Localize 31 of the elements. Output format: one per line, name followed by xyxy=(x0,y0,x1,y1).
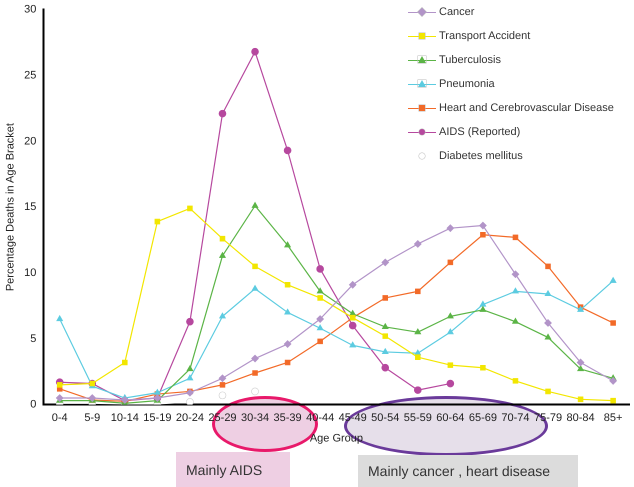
x-tick-label: 85+ xyxy=(604,412,622,424)
y-tick-label: 10 xyxy=(24,266,36,279)
x-tick-label: 55-59 xyxy=(404,412,432,424)
legend-label: Cancer xyxy=(439,6,474,18)
x-tick-label: 80-84 xyxy=(566,412,595,424)
legend-label: Transport Accident xyxy=(439,30,530,42)
text: Mainly AIDS xyxy=(186,462,262,478)
y-axis-title: Percentage Deaths in Age Bracket xyxy=(4,123,17,292)
x-tick-label: 60-64 xyxy=(436,412,464,424)
y-tick-label: 30 xyxy=(24,4,36,16)
y-tick-label: 0 xyxy=(30,398,36,411)
y-tick-label: 15 xyxy=(24,201,36,214)
legend-label: Pneumonia xyxy=(439,78,495,90)
y-tick-label: 25 xyxy=(24,69,36,82)
x-tick-label: 5-9 xyxy=(84,412,100,424)
y-tick-label: 5 xyxy=(30,332,36,345)
x-tick-label: 15-19 xyxy=(143,412,172,424)
legend-label: Diabetes mellitus xyxy=(439,150,523,162)
x-tick-label: 0-4 xyxy=(52,412,68,424)
x-tick-label: 50-54 xyxy=(371,412,400,424)
x-tick-label: 35-39 xyxy=(274,412,302,424)
x-tick-label: 70-74 xyxy=(501,412,530,424)
x-tick-label: 65-69 xyxy=(468,412,497,424)
legend-label: Tuberculosis xyxy=(439,54,501,66)
x-tick-label: 10-14 xyxy=(110,412,139,424)
legend-label: AIDS (Reported) xyxy=(439,126,520,138)
x-tick-label: 30-34 xyxy=(240,412,270,424)
x-tick-label: 20-24 xyxy=(176,412,204,424)
text: Mainly cancer , heart disease xyxy=(368,463,550,479)
legend-label: Heart and Cerebrovascular Disease xyxy=(439,102,614,114)
y-tick-label: 20 xyxy=(24,135,36,148)
